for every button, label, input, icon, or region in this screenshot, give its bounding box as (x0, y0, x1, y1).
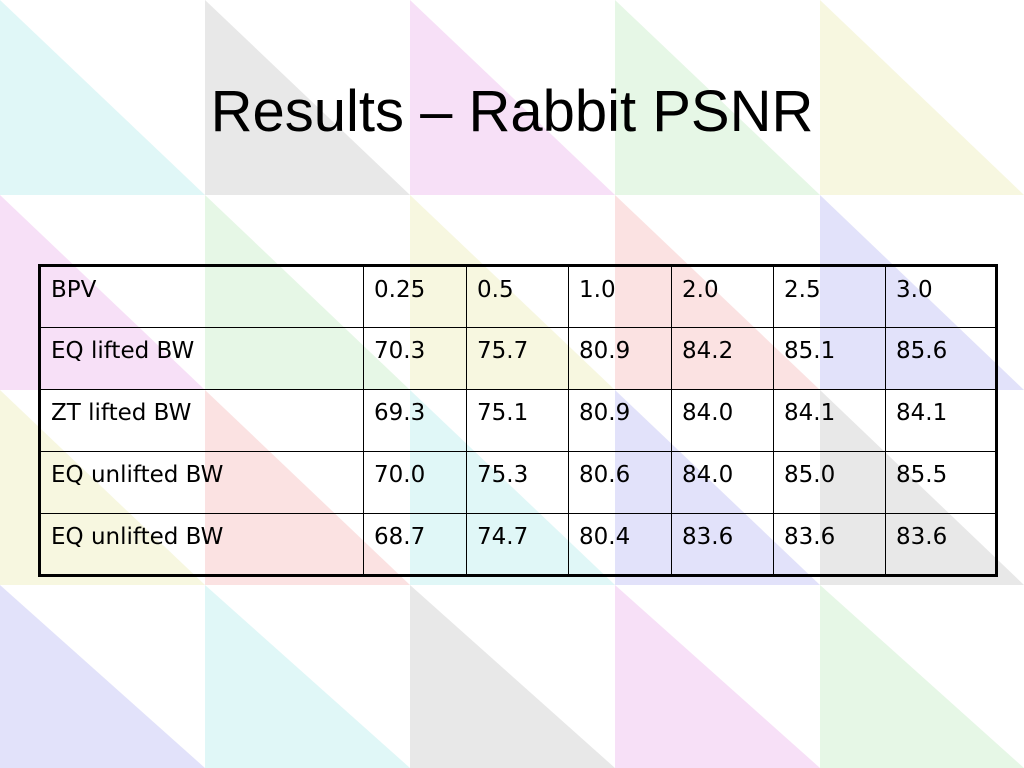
table-cell: 75.7 (466, 327, 569, 390)
table-row: ZT lifted BW 69.3 75.1 80.9 84.0 84.1 84.1 (39, 389, 997, 452)
table-cell: 80.6 (568, 451, 672, 514)
table-cell: ZT lifted BW (39, 389, 364, 452)
table-cell: 80.9 (568, 327, 672, 390)
header-cell: 0.5 (466, 265, 569, 328)
table-row: EQ unlifted BW 70.0 75.3 80.6 84.0 85.0 85.5 (39, 451, 997, 514)
table-cell: 84.1 (885, 389, 997, 452)
table-cell: 83.6 (773, 513, 886, 576)
table-row: BPV 0.25 0.5 1.0 2.0 2.5 3.0 (39, 265, 997, 328)
table-cell: 84.0 (671, 451, 774, 514)
header-cell: BPV (39, 265, 364, 328)
table-cell: 85.6 (885, 327, 997, 390)
header-cell: 0.25 (363, 265, 467, 328)
table-cell: 68.7 (363, 513, 467, 576)
table-cell: 84.1 (773, 389, 886, 452)
table-cell: 83.6 (671, 513, 774, 576)
table-cell: 80.9 (568, 389, 672, 452)
table-cell: 74.7 (466, 513, 569, 576)
header-cell: 2.5 (773, 265, 886, 328)
header-cell: 3.0 (885, 265, 997, 328)
table-cell: EQ unlifted BW (39, 451, 364, 514)
table-cell: 70.0 (363, 451, 467, 514)
table-cell: 85.5 (885, 451, 997, 514)
table-cell: 85.1 (773, 327, 886, 390)
table-row: EQ lifted BW 70.3 75.7 80.9 84.2 85.1 85.6 (39, 327, 997, 390)
table-cell: EQ lifted BW (39, 327, 364, 390)
table-cell: 69.3 (363, 389, 467, 452)
slide-title: Results – Rabbit PSNR (210, 79, 814, 144)
table-cell: 70.3 (363, 327, 467, 390)
table-cell: 83.6 (885, 513, 997, 576)
results-table: BPV 0.25 0.5 1.0 2.0 2.5 3.0 EQ lifted BW 70.3 75… (38, 264, 998, 577)
table-cell: 84.0 (671, 389, 774, 452)
header-cell: 2.0 (671, 265, 774, 328)
table-cell: 84.2 (671, 327, 774, 390)
table-cell: 80.4 (568, 513, 672, 576)
table-cell: 75.1 (466, 389, 569, 452)
table-row: EQ unlifted BW 68.7 74.7 80.4 83.6 83.6 83.6 (39, 513, 997, 576)
table-cell: 75.3 (466, 451, 569, 514)
table-cell: EQ unlifted BW (39, 513, 364, 576)
table-cell: 85.0 (773, 451, 886, 514)
header-cell: 1.0 (568, 265, 672, 328)
